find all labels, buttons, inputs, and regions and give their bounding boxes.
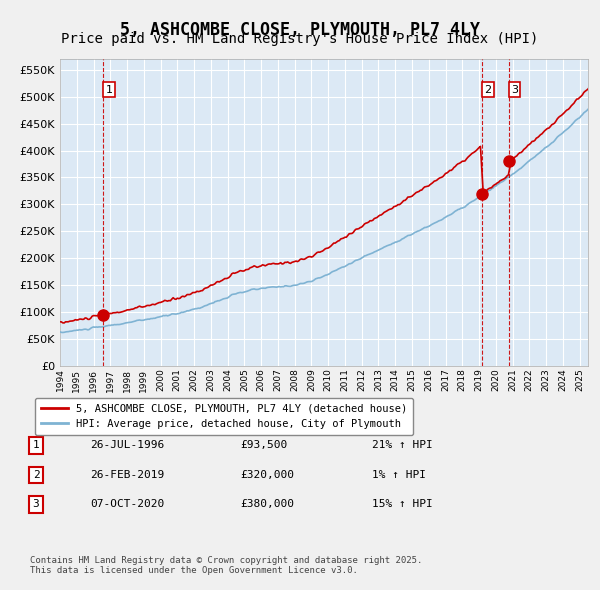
- Text: 2: 2: [484, 85, 491, 94]
- Text: 1: 1: [32, 441, 40, 450]
- Text: 1: 1: [106, 85, 113, 94]
- Text: 3: 3: [511, 85, 518, 94]
- Text: 26-FEB-2019: 26-FEB-2019: [90, 470, 164, 480]
- Text: Contains HM Land Registry data © Crown copyright and database right 2025.
This d: Contains HM Land Registry data © Crown c…: [30, 556, 422, 575]
- Text: 07-OCT-2020: 07-OCT-2020: [90, 500, 164, 509]
- Text: 26-JUL-1996: 26-JUL-1996: [90, 441, 164, 450]
- Text: £93,500: £93,500: [240, 441, 287, 450]
- Text: 3: 3: [32, 500, 40, 509]
- Text: £320,000: £320,000: [240, 470, 294, 480]
- Legend: 5, ASHCOMBE CLOSE, PLYMOUTH, PL7 4LY (detached house), HPI: Average price, detac: 5, ASHCOMBE CLOSE, PLYMOUTH, PL7 4LY (de…: [35, 398, 413, 435]
- Text: Price paid vs. HM Land Registry's House Price Index (HPI): Price paid vs. HM Land Registry's House …: [61, 32, 539, 47]
- Text: £380,000: £380,000: [240, 500, 294, 509]
- Text: 5, ASHCOMBE CLOSE, PLYMOUTH, PL7 4LY: 5, ASHCOMBE CLOSE, PLYMOUTH, PL7 4LY: [120, 21, 480, 39]
- Text: 21% ↑ HPI: 21% ↑ HPI: [372, 441, 433, 450]
- Text: 1% ↑ HPI: 1% ↑ HPI: [372, 470, 426, 480]
- Text: 15% ↑ HPI: 15% ↑ HPI: [372, 500, 433, 509]
- Text: 2: 2: [32, 470, 40, 480]
